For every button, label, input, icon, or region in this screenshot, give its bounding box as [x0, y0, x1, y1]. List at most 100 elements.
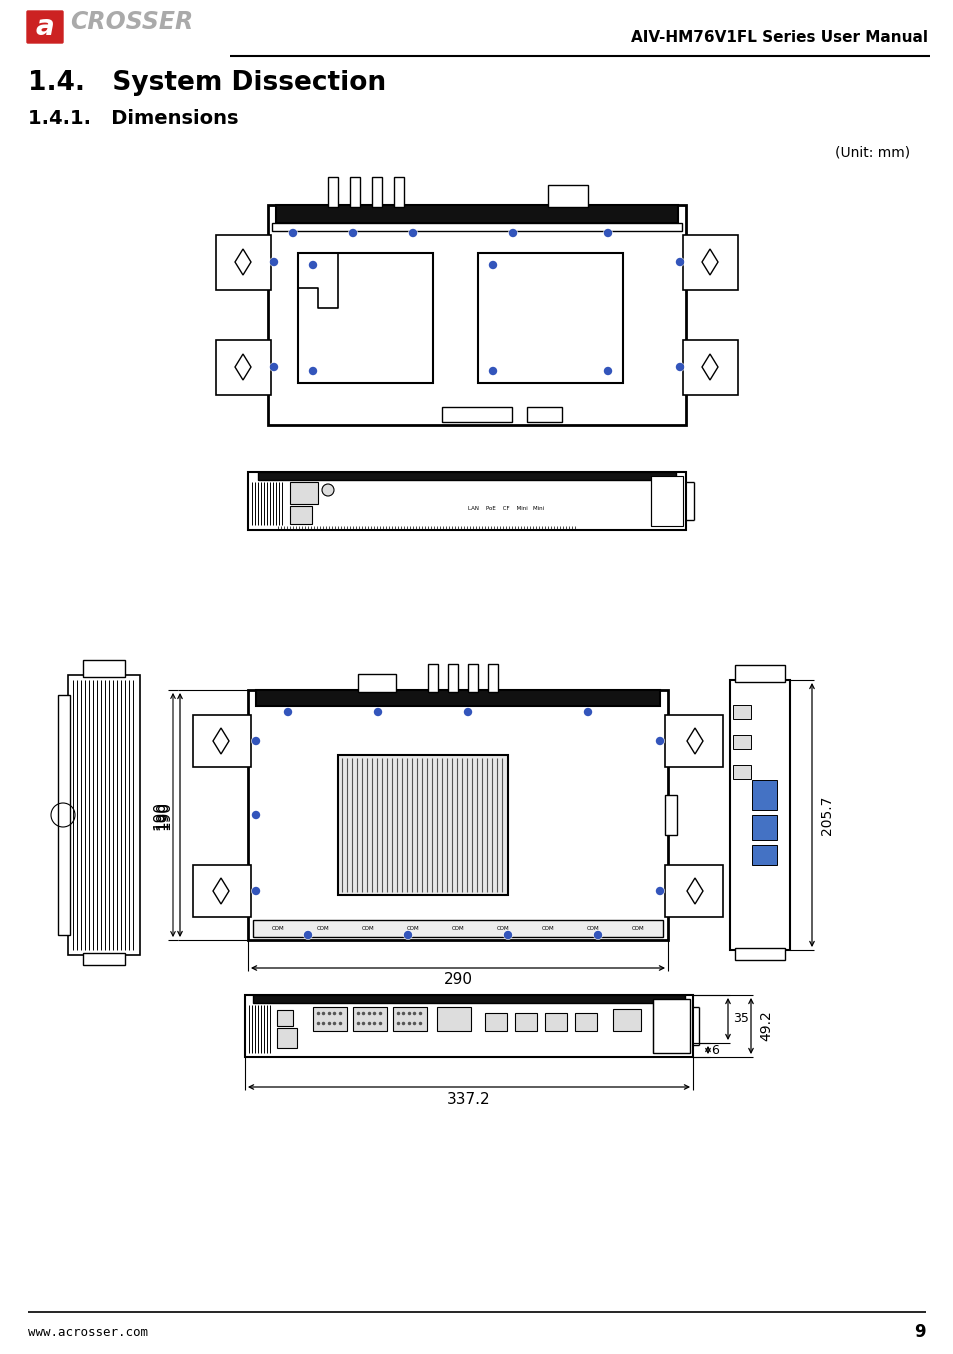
Bar [650, 477, 682, 525]
Text: COM: COM [316, 926, 329, 932]
Bar [215, 340, 271, 395]
Bar [436, 1007, 471, 1030]
Bar [276, 1028, 296, 1048]
Circle shape [322, 483, 334, 496]
Bar [751, 845, 776, 865]
Bar [575, 1013, 597, 1030]
Text: 337.2: 337.2 [447, 1091, 490, 1106]
Circle shape [271, 259, 277, 265]
Text: COM: COM [361, 926, 374, 932]
Text: (Unit: mm): (Unit: mm) [834, 146, 909, 160]
Circle shape [304, 932, 312, 938]
Bar [448, 663, 457, 692]
Circle shape [656, 738, 662, 745]
Text: CROSSER: CROSSER [70, 9, 193, 34]
Bar [547, 185, 587, 207]
Circle shape [309, 261, 316, 268]
Bar [215, 236, 271, 290]
Bar [276, 1010, 293, 1026]
Bar [729, 680, 789, 951]
Bar [732, 705, 750, 719]
Bar [272, 223, 681, 232]
Circle shape [676, 363, 682, 371]
Circle shape [489, 367, 496, 375]
Bar [664, 865, 722, 917]
Circle shape [404, 932, 411, 938]
FancyBboxPatch shape [27, 11, 63, 43]
Circle shape [309, 367, 316, 375]
Circle shape [375, 708, 381, 715]
Text: 9: 9 [913, 1323, 925, 1340]
Circle shape [604, 367, 611, 375]
Text: a: a [35, 14, 54, 41]
Bar [734, 948, 784, 960]
Text: 190: 190 [154, 800, 170, 830]
Bar [682, 340, 738, 395]
Bar [257, 473, 676, 481]
Text: 6: 6 [710, 1044, 719, 1056]
Text: LAN    PoE    CF    Mini   Mini: LAN PoE CF Mini Mini [468, 505, 543, 510]
Text: 205.7: 205.7 [820, 795, 833, 834]
Bar [253, 995, 684, 1003]
Bar [350, 177, 359, 207]
Text: COM: COM [406, 926, 419, 932]
Bar [268, 204, 685, 425]
Bar [58, 695, 70, 936]
Bar [515, 1013, 537, 1030]
Bar [468, 663, 477, 692]
Bar [357, 674, 395, 692]
Bar [652, 999, 689, 1053]
Text: 290: 290 [443, 972, 472, 987]
Circle shape [409, 229, 416, 237]
Bar [488, 663, 497, 692]
Circle shape [489, 261, 496, 268]
Circle shape [594, 932, 601, 938]
Circle shape [464, 708, 471, 715]
Bar [664, 715, 722, 766]
Bar [290, 506, 312, 524]
Bar [613, 1009, 640, 1030]
Bar [253, 919, 662, 937]
Bar [193, 865, 251, 917]
Bar [68, 676, 140, 955]
Bar [245, 995, 692, 1057]
Bar [275, 204, 678, 223]
Bar [544, 1013, 566, 1030]
Bar [255, 691, 659, 705]
Circle shape [349, 229, 356, 237]
Text: 190: 190 [157, 800, 172, 830]
Text: COM: COM [541, 926, 554, 932]
Text: 1.4.1.   Dimensions: 1.4.1. Dimensions [28, 108, 238, 127]
Circle shape [509, 229, 516, 237]
Text: COM: COM [272, 926, 284, 932]
Bar [290, 482, 317, 504]
Bar [328, 177, 337, 207]
Bar [248, 473, 685, 529]
Text: AIV-HM76V1FL Series User Manual: AIV-HM76V1FL Series User Manual [630, 31, 927, 46]
Circle shape [656, 887, 662, 895]
Circle shape [604, 229, 611, 237]
Circle shape [253, 738, 259, 745]
Text: 190: 190 [152, 800, 168, 830]
Text: COM: COM [631, 926, 643, 932]
Bar [83, 659, 125, 677]
Bar [428, 663, 437, 692]
Circle shape [253, 811, 259, 819]
Text: COM: COM [586, 926, 598, 932]
Bar [441, 408, 512, 422]
Circle shape [284, 708, 292, 715]
Text: 35: 35 [732, 1013, 748, 1025]
Bar [682, 236, 738, 290]
Text: COM: COM [451, 926, 464, 932]
Circle shape [676, 259, 682, 265]
Bar [313, 1007, 347, 1030]
Bar [664, 795, 677, 835]
Bar [751, 815, 776, 839]
Bar [477, 253, 622, 383]
Bar [337, 756, 507, 895]
Bar [394, 177, 403, 207]
Bar [732, 735, 750, 749]
Bar [353, 1007, 387, 1030]
Text: COM: COM [497, 926, 509, 932]
Bar [83, 953, 125, 965]
